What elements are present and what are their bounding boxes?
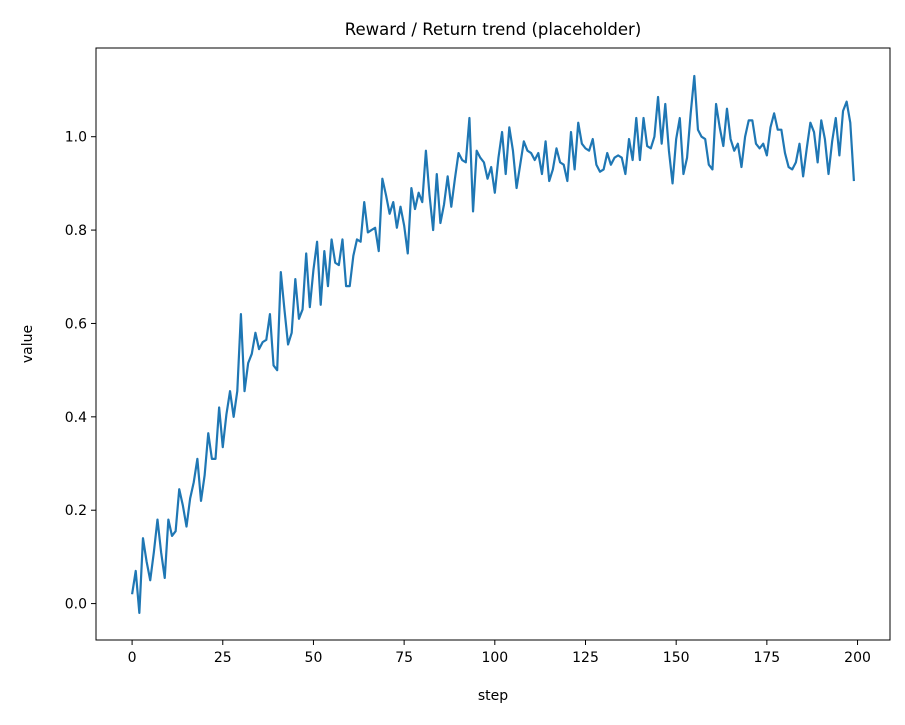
axes-frame [95, 47, 891, 641]
x-tick-label: 50 [305, 650, 323, 666]
y-tick-label: 0.8 [65, 223, 87, 239]
y-axis-label: value [20, 325, 36, 363]
x-tick-label: 100 [481, 650, 508, 666]
x-tick-label: 25 [214, 650, 232, 666]
x-tick-label: 175 [753, 650, 780, 666]
x-tick-label: 150 [663, 650, 690, 666]
x-axis-label: step [478, 688, 508, 704]
series-line-value [131, 74, 856, 615]
chart-title: Reward / Return trend (placeholder) [345, 20, 642, 39]
y-tick-label: 0.4 [65, 410, 87, 426]
plot-area: 0 25 50 75 100 125 150 175 200 0.0 0.2 0.4 0.6 0.8 1.0 [65, 47, 891, 666]
y-tick-label: 1.0 [65, 130, 87, 146]
y-tick-label: 0.2 [65, 503, 87, 519]
x-tick-label: 75 [395, 650, 413, 666]
x-tick-label: 0 [128, 650, 137, 666]
x-tick-label: 200 [844, 650, 871, 666]
y-tick-label: 0.6 [65, 316, 87, 332]
x-tick-label: 125 [572, 650, 599, 666]
y-tick-label: 0.0 [65, 597, 87, 613]
